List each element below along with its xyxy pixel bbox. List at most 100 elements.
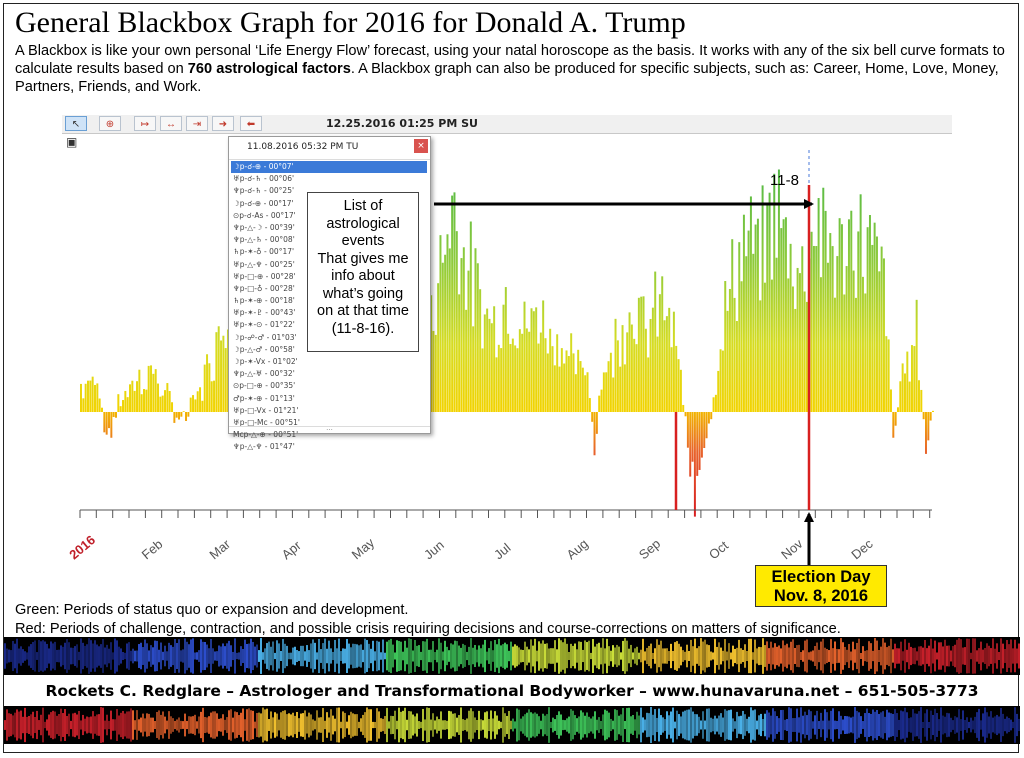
bar — [509, 344, 512, 412]
band-stripe — [944, 639, 946, 673]
band-stripe — [748, 716, 750, 734]
band-stripe — [622, 640, 624, 672]
bar — [754, 224, 757, 412]
band-stripe — [824, 709, 826, 741]
bar — [798, 273, 801, 412]
event-item[interactable]: ♄p-✶-⊕ - 00°18' — [233, 296, 295, 306]
event-item[interactable]: ☽p-✶-Vx - 01°02' — [233, 357, 298, 366]
band-stripe — [628, 648, 630, 664]
band-stripe — [660, 715, 662, 735]
bar — [82, 398, 85, 412]
event-item[interactable]: ♆p-☌-♄ - 00°25' — [233, 186, 295, 196]
bar — [887, 339, 890, 412]
band-stripe — [366, 707, 368, 743]
zoom-icon[interactable]: ⊕ — [99, 116, 121, 131]
band-stripe — [514, 644, 516, 668]
band-stripe — [642, 717, 644, 733]
band-stripe — [656, 639, 658, 673]
event-item[interactable]: ☽p-☍-♂ - 01°03' — [233, 332, 297, 342]
band-stripe — [706, 708, 708, 742]
band-stripe — [264, 648, 266, 664]
callout-box: List of astrological events That gives me in… — [307, 192, 419, 352]
band-stripe — [292, 712, 294, 738]
save-icon[interactable]: ▣ — [66, 135, 78, 149]
band-stripe — [886, 709, 888, 741]
event-item[interactable]: ⊙p-□-⊕ - 00°35' — [233, 381, 296, 391]
event-item[interactable]: ♆p-△-♆ - 01°47' — [233, 442, 295, 452]
band-stripe — [122, 652, 124, 660]
event-item[interactable]: ♅p-△-♆ - 00°25' — [233, 259, 295, 269]
band-stripe — [334, 718, 336, 732]
bar — [122, 400, 124, 412]
band-stripe — [494, 711, 496, 739]
band-stripe — [148, 713, 150, 737]
band-stripe — [392, 644, 394, 668]
band-stripe — [652, 652, 654, 660]
bar — [686, 412, 689, 448]
close-icon[interactable]: × — [414, 139, 428, 153]
band-stripe — [298, 651, 300, 661]
band-stripe — [740, 648, 742, 664]
band-stripe — [846, 716, 848, 734]
band-stripe — [358, 645, 360, 667]
band-stripe — [938, 642, 940, 670]
event-item[interactable]: ♅p-☌-♄ - 00°06' — [233, 174, 295, 184]
band-stripe — [738, 639, 740, 673]
fit-icon[interactable]: ↦ — [134, 116, 156, 131]
band-stripe — [694, 714, 696, 736]
band-stripe — [110, 710, 112, 740]
bar — [889, 389, 892, 412]
band-stripe — [430, 719, 432, 731]
event-item[interactable]: ⊙p-☌-As - 00°17' — [233, 210, 296, 220]
event-item[interactable]: ♆p-□-♁ - 00°28' — [233, 283, 295, 293]
callout-line: (11-8-16). — [331, 320, 395, 337]
event-item[interactable]: ♅p-□-⊕ - 00°28' — [233, 271, 296, 281]
band-stripe — [924, 713, 926, 737]
event-item[interactable]: ♂p-✶-⊕ - 01°13' — [233, 393, 295, 403]
popup-resize-grip[interactable]: ··· — [229, 426, 430, 434]
bar — [584, 375, 587, 412]
cursor-icon[interactable]: ↖ — [65, 116, 87, 131]
event-item[interactable]: ♅p-✶-♇ - 00°43' — [233, 308, 296, 318]
shrink-icon[interactable]: ⇥ — [186, 116, 208, 131]
bar — [623, 364, 626, 412]
band-stripe — [92, 711, 94, 739]
band-stripe — [1014, 707, 1016, 743]
event-item[interactable]: ☽p-☌-⊕ - 00°17' — [233, 198, 294, 208]
band-stripe — [880, 712, 882, 738]
event-item[interactable]: Mcp-△-⊕ - 00°51' — [233, 430, 299, 440]
band-stripe — [872, 650, 874, 662]
band-stripe — [496, 644, 498, 668]
band-stripe — [152, 647, 154, 665]
band-stripe — [654, 648, 656, 664]
band-stripe — [530, 712, 532, 738]
band-stripe — [98, 714, 100, 736]
next-icon[interactable]: ➜ — [212, 116, 234, 131]
event-item[interactable]: ♆p-△-♅ - 00°32' — [233, 369, 295, 379]
event-item[interactable]: ♅p-✶-⊙ - 01°22' — [233, 320, 295, 330]
band-stripe — [390, 638, 392, 674]
event-item[interactable]: ♄p-✶-♁ - 00°17' — [233, 247, 295, 257]
event-item[interactable]: ☽p-△-♂ - 00°58' — [233, 344, 295, 354]
event-item[interactable]: ♆p-△-☽ - 00°39' — [233, 222, 295, 232]
bar — [185, 412, 188, 421]
band-stripe — [690, 639, 692, 673]
intro-bold: 760 astrological factors — [187, 61, 351, 77]
band-stripe — [488, 718, 490, 732]
band-stripe — [882, 711, 884, 739]
band-stripe — [10, 713, 12, 737]
band-stripe — [904, 707, 906, 743]
expand-icon[interactable]: ↔ — [160, 116, 182, 131]
band-stripe — [222, 643, 224, 669]
event-item[interactable]: ♆p-△-♄ - 00°08' — [233, 235, 295, 245]
event-item[interactable]: ☽p-☌-⊕ - 00°07' — [231, 161, 427, 174]
band-stripe — [322, 707, 324, 743]
prev-icon[interactable]: ⬅ — [240, 116, 262, 131]
band-stripe — [326, 712, 328, 738]
event-item[interactable]: ♅p-□-Vx - 01°21' — [233, 405, 299, 415]
event-item[interactable]: ♅p-□-Mc - 00°51' — [233, 417, 300, 427]
band-stripe — [452, 644, 454, 668]
band-stripe — [832, 648, 834, 664]
bar — [663, 320, 666, 412]
band-stripe — [188, 716, 190, 734]
